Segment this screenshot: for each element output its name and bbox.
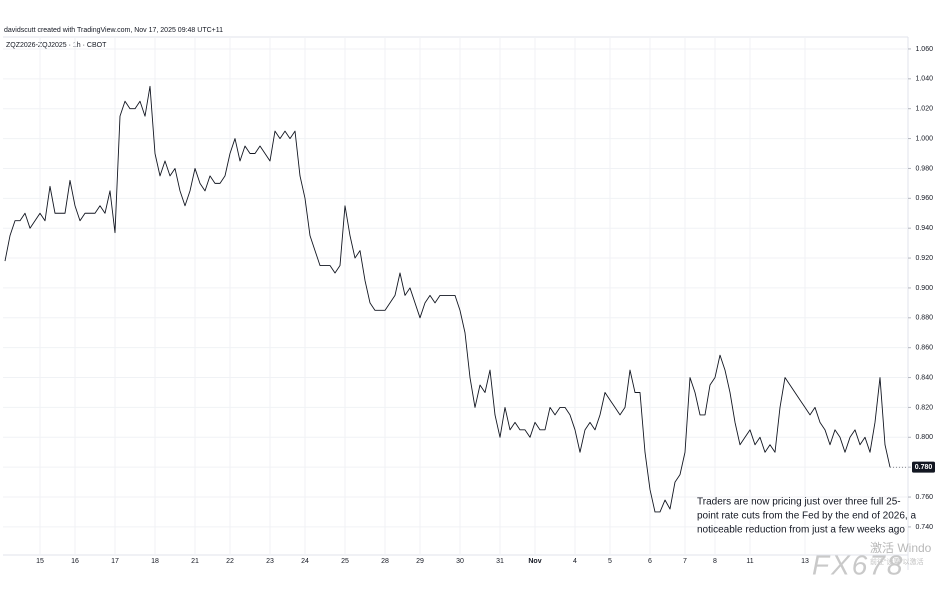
grid	[3, 37, 908, 555]
y-tick-label: 0.760	[915, 494, 933, 501]
y-tick-label: 0.860	[915, 345, 933, 352]
y-tick-label: 0.900	[915, 285, 933, 292]
x-tick-label: 21	[191, 558, 199, 565]
x-tick-label: Nov	[528, 558, 541, 565]
x-tick-label: 4	[573, 558, 577, 565]
x-tick-label: 15	[36, 558, 44, 565]
last-price-tag	[912, 461, 935, 473]
watermark: 激活 Windo	[870, 541, 932, 555]
y-tick-label: 1.060	[915, 46, 933, 53]
x-tick-label: 30	[456, 558, 464, 565]
x-tick-label: 18	[151, 558, 159, 565]
y-tick-label: 0.980	[915, 165, 933, 172]
x-tick-label: 24	[301, 558, 309, 565]
x-tick-label: 11	[746, 558, 753, 565]
annotation-line: Traders are now pricing just over three …	[697, 497, 901, 508]
x-tick-label: 23	[266, 558, 274, 565]
y-tick-label: 0.800	[915, 434, 933, 441]
x-tick-label: 13	[801, 558, 809, 565]
x-tick-label: 5	[608, 558, 612, 565]
y-tick-label: 1.000	[915, 135, 933, 142]
labels: 0.740 0.760 0.780 0.800 0.820 0.840 0.860 0.880…	[36, 46, 935, 565]
x-tick-label: 16	[71, 558, 79, 565]
watermark: 前往“设置”以激活	[870, 557, 924, 566]
y-tick-label: 0.840	[915, 374, 933, 381]
x-tick-label: 17	[111, 558, 119, 565]
x-tick-label: 8	[713, 558, 717, 565]
symbol-label: ZQZ2026-ZQJ2025 · 1h · CBOT	[6, 42, 107, 49]
annotation-line: point rate cuts from the Fed by the end …	[697, 511, 916, 522]
x-tick-label: 29	[416, 558, 424, 565]
annotation-line: noticeable reduction from just a few wee…	[697, 525, 905, 536]
last-price-label: 0.780	[915, 464, 933, 471]
y-tick-label: 0.820	[915, 404, 933, 411]
x-tick-label: 28	[381, 558, 389, 565]
price-line	[4, 85, 891, 513]
y-tick-label: 1.020	[915, 106, 933, 113]
x-tick-label: 31	[496, 558, 504, 565]
y-tick-label: 1.040	[915, 76, 933, 83]
y-tick-label: 0.740	[915, 524, 933, 531]
x-tick-label: 25	[341, 558, 349, 565]
y-tick-label: 0.920	[915, 255, 933, 262]
plot	[4, 85, 908, 513]
chart-title: davidscutt created with TradingView.com,…	[4, 27, 223, 34]
x-tick-label: 7	[683, 558, 687, 565]
watermark: FX678	[812, 549, 905, 580]
x-tick-label: 22	[226, 558, 234, 565]
y-tick-label: 0.940	[915, 225, 933, 232]
y-tick-label: 0.880	[915, 315, 933, 322]
x-tick-label: 6	[648, 558, 652, 565]
y-tick-label: 0.960	[915, 195, 933, 202]
